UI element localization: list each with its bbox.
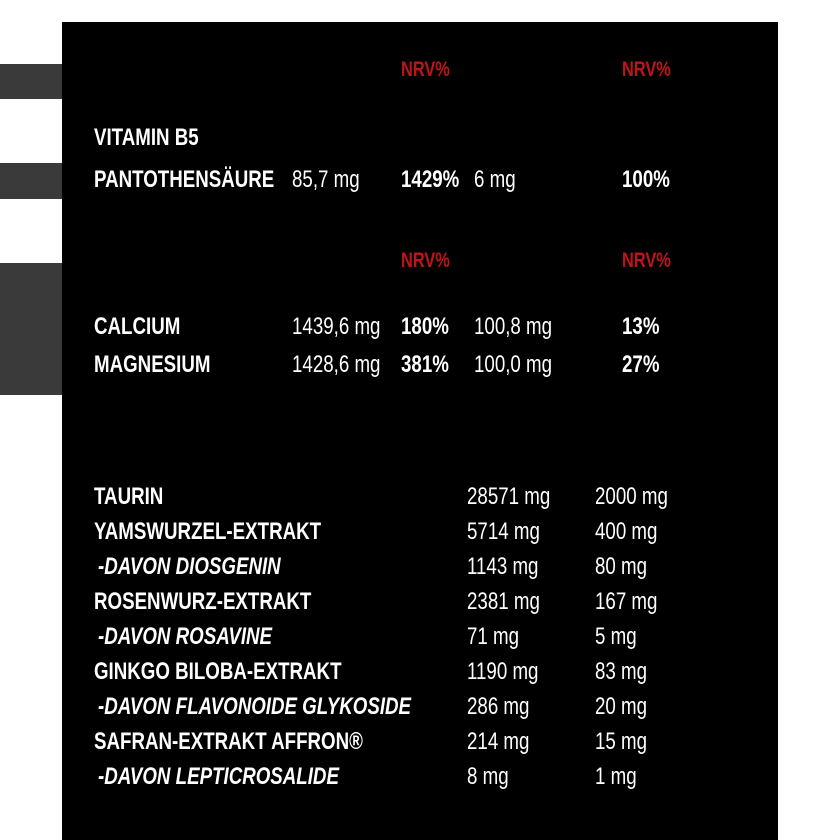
row-label: SAFRAN-EXTRAKT AFFRON® <box>94 727 363 755</box>
row-label: PANTOTHENSÄURE <box>94 165 275 193</box>
column-header: NRV% <box>401 58 450 81</box>
row-value: 1143 mg <box>467 552 539 580</box>
row-value: 100,0 mg <box>474 351 553 378</box>
row-label: TAURIN <box>94 482 164 510</box>
row-value: 83 mg <box>595 657 648 685</box>
row-label: CALCIUM <box>94 313 181 340</box>
row-label: -DAVON LEPTICROSALIDE <box>98 762 339 790</box>
row-value: 381% <box>401 351 449 378</box>
row-value: 2000 mg <box>595 482 668 510</box>
section-title: WERTGEBENDE KOMPONENTEN <box>94 419 467 452</box>
row-value: 214 mg <box>467 727 530 755</box>
row-label: GINKGO BILOBA-EXTRAKT <box>94 657 342 685</box>
panel <box>62 22 778 840</box>
subtitle: VITAMIN B5 <box>94 124 199 151</box>
row-value: 15 mg <box>595 727 648 755</box>
row-value: 27% <box>622 351 660 378</box>
row-label: -DAVON FLAVONOIDE GLYKOSIDE <box>98 692 412 720</box>
column-header: PRO 7 g PULVER <box>595 424 729 447</box>
row-value: 71 mg <box>467 622 520 650</box>
column-header: PRO 100 g <box>292 249 374 272</box>
row-value: 100,8 mg <box>474 313 553 340</box>
column-header: PRO 7 g PULVER <box>474 249 608 272</box>
row-value: 85,7 mg <box>292 165 360 193</box>
row-label: ROSENWURZ-EXTRAKT <box>94 587 312 615</box>
row-value: 1190 mg <box>467 657 539 685</box>
row-value: 100% <box>622 165 670 193</box>
row-value: 8 mg <box>467 762 509 790</box>
column-header: NRV% <box>622 249 671 272</box>
column-header: PRO 7 g PULVER <box>474 58 608 81</box>
column-header: NRV% <box>401 249 450 272</box>
row-value: 13% <box>622 313 660 340</box>
row-value: 1 mg <box>595 762 637 790</box>
section-title: VITAMINE <box>94 53 203 86</box>
row-value: 180% <box>401 313 449 340</box>
row-value: 5714 mg <box>467 517 540 545</box>
row-value: 20 mg <box>595 692 648 720</box>
row-value: 167 mg <box>595 587 658 615</box>
row-label: MAGNESIUM <box>94 351 211 378</box>
row-value: 286 mg <box>467 692 530 720</box>
row-label: -DAVON ROSAVINE <box>98 622 273 650</box>
column-header: PRO 100 g <box>292 58 374 81</box>
row-value: 400 mg <box>595 517 658 545</box>
column-header: PRO 100 g <box>467 424 549 447</box>
section-title: MINERALSTOFFE <box>94 244 290 277</box>
row-label: YAMSWURZEL-EXTRAKT <box>94 517 322 545</box>
row-value: 1429% <box>401 165 460 193</box>
column-header: NRV% <box>622 58 671 81</box>
row-value: 1428,6 mg <box>292 351 381 378</box>
row-value: 6 mg <box>474 165 516 193</box>
row-value: 2381 mg <box>467 587 540 615</box>
row-value: 5 mg <box>595 622 637 650</box>
row-value: 1439,6 mg <box>292 313 381 340</box>
row-value: 80 mg <box>595 552 648 580</box>
row-value: 28571 mg <box>467 482 551 510</box>
row-label: -DAVON DIOSGENIN <box>98 552 281 580</box>
